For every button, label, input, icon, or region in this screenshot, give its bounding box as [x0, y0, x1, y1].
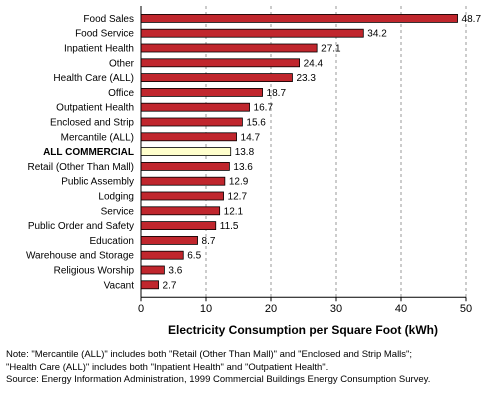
- category-label: Vacant: [104, 280, 135, 291]
- bar: [140, 117, 243, 127]
- category-label: ALL COMMERCIAL: [43, 147, 134, 158]
- note-line-2: "Health Care (ALL)" includes both "Inpat…: [6, 361, 329, 373]
- value-label: 12.9: [229, 177, 249, 188]
- notes: Note: "Mercantile (ALL)" includes both "…: [6, 349, 430, 387]
- source-line: Source: Energy Information Administratio…: [6, 374, 431, 385]
- value-label: 13.8: [235, 147, 255, 158]
- category-label: Enclosed and Strip: [50, 118, 134, 129]
- category-label: Public Order and Safety: [28, 221, 134, 232]
- bars: [140, 13, 458, 290]
- value-label: 11.5: [220, 221, 239, 232]
- value-label: 14.7: [241, 132, 261, 143]
- bar-chart: Food Sales Food Service Inpatient Health Ot…: [26, 6, 482, 337]
- category-label: Public Assembly: [61, 177, 134, 188]
- value-label: 3.6: [168, 266, 182, 277]
- bar: [140, 206, 221, 216]
- bar: [140, 43, 318, 53]
- value-label: 8.7: [202, 236, 216, 247]
- value-label: 6.5: [187, 251, 201, 262]
- category-label: Outpatient Health: [56, 103, 134, 114]
- category-label: Food Sales: [83, 14, 134, 25]
- x-ticks: 0 10 20 30 40 50: [138, 303, 472, 315]
- bar: [140, 235, 198, 245]
- value-label: 12.1: [224, 206, 244, 217]
- x-axis-label: Electricity Consumption per Square Foot …: [168, 323, 438, 337]
- bar: [140, 73, 293, 82]
- value-label: 18.7: [267, 88, 287, 99]
- category-labels: Food Sales Food Service Inpatient Health Ot…: [26, 14, 135, 291]
- x-tick-label: 10: [200, 303, 212, 315]
- category-label: Service: [101, 206, 135, 217]
- value-label: 23.3: [296, 73, 316, 84]
- bar: [140, 221, 217, 231]
- value-label: 16.7: [254, 103, 274, 114]
- category-label: Education: [90, 236, 134, 247]
- note-line-1: Note: "Mercantile (ALL)" includes both "…: [6, 349, 413, 360]
- value-labels: 48.7 34.2 27.1 24.4 23.3 18.7 16.7 15.6 14.7 13.8…: [163, 14, 482, 291]
- value-label: 15.6: [246, 118, 266, 129]
- category-label: Mercantile (ALL): [61, 132, 134, 143]
- category-label: Retail (Other Than Mall): [27, 162, 134, 173]
- category-label: Inpatient Health: [64, 44, 134, 55]
- grid-lines: [205, 6, 467, 298]
- bar: [140, 280, 159, 290]
- x-tick-label: 50: [460, 303, 472, 315]
- category-label: Food Service: [75, 29, 134, 40]
- x-tick-label: 0: [138, 303, 144, 315]
- category-label: Warehouse and Storage: [26, 251, 134, 262]
- bar: [140, 176, 226, 186]
- category-label: Office: [108, 88, 134, 99]
- value-label: 2.7: [163, 280, 177, 291]
- value-label: 34.2: [367, 29, 387, 40]
- bar: [140, 161, 230, 171]
- bar: [140, 28, 364, 38]
- value-label: 27.1: [321, 44, 341, 55]
- value-label: 12.7: [228, 192, 248, 203]
- bar: [140, 102, 250, 112]
- bar: [140, 147, 232, 157]
- x-tick-label: 40: [395, 303, 407, 315]
- bar: [140, 88, 263, 97]
- category-label: Religious Worship: [54, 266, 135, 277]
- bar: [140, 132, 237, 142]
- value-label: 24.4: [304, 58, 324, 69]
- bar: [140, 13, 458, 23]
- bar: [140, 191, 224, 201]
- x-tick-label: 20: [265, 303, 277, 315]
- value-label: 48.7: [462, 14, 482, 25]
- bar: [140, 250, 184, 260]
- axes: [140, 6, 467, 302]
- x-tick-label: 30: [330, 303, 342, 315]
- bar: [140, 58, 301, 68]
- category-label: Other: [109, 58, 135, 69]
- value-label: 13.6: [233, 162, 253, 173]
- category-label: Health Care (ALL): [53, 73, 134, 84]
- bar: [140, 265, 165, 275]
- category-label: Lodging: [98, 192, 134, 203]
